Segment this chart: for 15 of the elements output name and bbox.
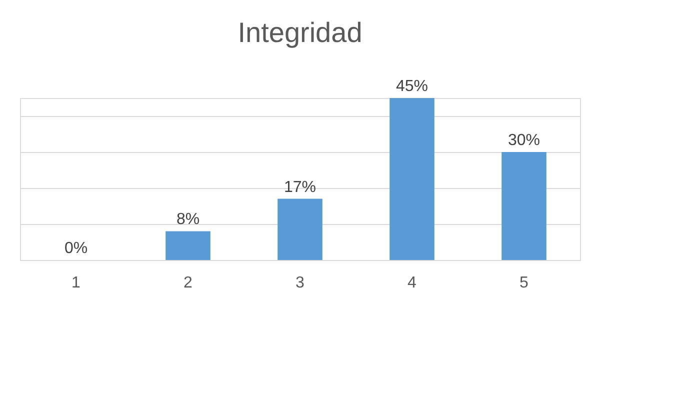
x-tick-label: 3: [296, 274, 305, 292]
x-tick-label: 2: [184, 274, 193, 292]
x-tick-label: 4: [408, 274, 417, 292]
x-tick-label: 5: [520, 274, 529, 292]
bar: [166, 231, 210, 260]
bar: [390, 98, 434, 260]
bar: [502, 152, 546, 260]
x-tick-label: 1: [72, 274, 81, 292]
bar: [278, 198, 322, 260]
data-label: 8%: [176, 211, 200, 228]
data-label: 0%: [64, 240, 88, 257]
data-label: 30%: [508, 132, 540, 149]
data-label: 45%: [396, 78, 428, 95]
data-label: 17%: [284, 178, 316, 196]
chart-title: Integridad: [238, 17, 362, 48]
